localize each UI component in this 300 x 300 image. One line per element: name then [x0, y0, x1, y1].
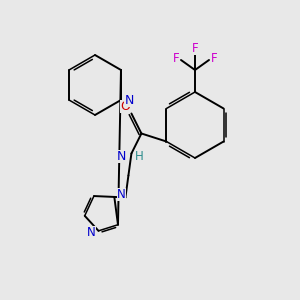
Text: N: N: [117, 150, 126, 163]
Text: O: O: [121, 100, 130, 113]
Text: N: N: [87, 226, 96, 239]
Text: F: F: [211, 52, 217, 64]
Text: H: H: [135, 150, 144, 163]
Text: N: N: [124, 94, 134, 106]
Text: F: F: [173, 52, 179, 64]
Text: N: N: [117, 188, 126, 201]
Text: F: F: [192, 41, 198, 55]
